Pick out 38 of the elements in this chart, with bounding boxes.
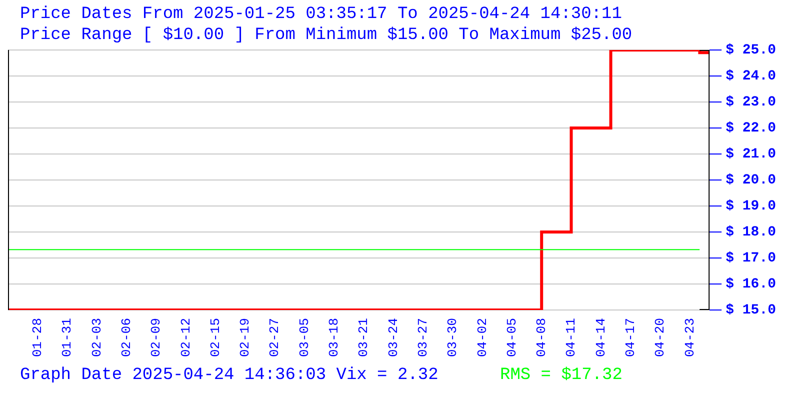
y-tick-label: $ 16.0 xyxy=(726,276,776,293)
x-tick-label: 04-17 xyxy=(622,318,638,358)
x-tick-label: 02-03 xyxy=(89,318,104,358)
y-tick-label: $ 19.0 xyxy=(726,198,776,215)
x-tick-label: 02-15 xyxy=(208,318,223,358)
chart-title: Price Dates From 2025-01-25 03:35:17 To 2025-04-24 14:30:11 xyxy=(20,5,622,24)
x-tick-label: 04-14 xyxy=(593,318,608,358)
x-tick-label: 04-11 xyxy=(564,318,579,358)
x-tick-label: 03-05 xyxy=(296,318,312,358)
text: Graph Date 2025-04-24 14:36:03 Vix = 2.32 xyxy=(20,366,438,385)
y-tick-label: $ 22.0 xyxy=(726,120,776,137)
y-tick-label: $ 23.0 xyxy=(726,94,776,111)
y-tick-label: $ 20.0 xyxy=(726,172,776,189)
x-tick-label: 01-31 xyxy=(60,318,75,358)
y-tick-label: $ 15.0 xyxy=(726,302,776,319)
x-tick-label: 04-05 xyxy=(504,318,520,358)
y-tick-label: $ 25.0 xyxy=(726,42,776,59)
x-tick-label: 02-12 xyxy=(178,318,194,358)
y-tick-label: $ 24.0 xyxy=(726,68,776,85)
x-tick-label: 03-21 xyxy=(356,318,372,358)
x-tick-label: 04-23 xyxy=(682,318,698,358)
y-tick-label: $ 17.0 xyxy=(726,250,776,267)
y-tick-label: $ 18.0 xyxy=(726,224,776,241)
x-tick-label: 04-08 xyxy=(534,318,550,358)
x-tick-label: 02-06 xyxy=(119,318,134,358)
x-tick-label: 03-24 xyxy=(386,318,401,358)
x-tick-label: 03-30 xyxy=(445,318,460,358)
y-tick-label: $ 21.0 xyxy=(726,146,776,163)
x-tick-label: 03-18 xyxy=(326,318,342,358)
x-tick-label: 01-28 xyxy=(30,318,46,358)
x-tick-label: 02-19 xyxy=(238,318,253,358)
x-tick-label: 04-02 xyxy=(474,318,490,358)
x-tick-label: 03-27 xyxy=(415,318,430,358)
chart-subtitle: Price Range [ $10.00 ] From Minimum $15.00 To Maximum $25.00 xyxy=(20,26,632,45)
x-tick-label: 02-27 xyxy=(267,318,282,358)
ref-line-label: RMS = $17.32 xyxy=(500,366,622,385)
x-tick-label: 04-20 xyxy=(652,318,668,358)
x-tick-label: 02-09 xyxy=(148,318,164,358)
